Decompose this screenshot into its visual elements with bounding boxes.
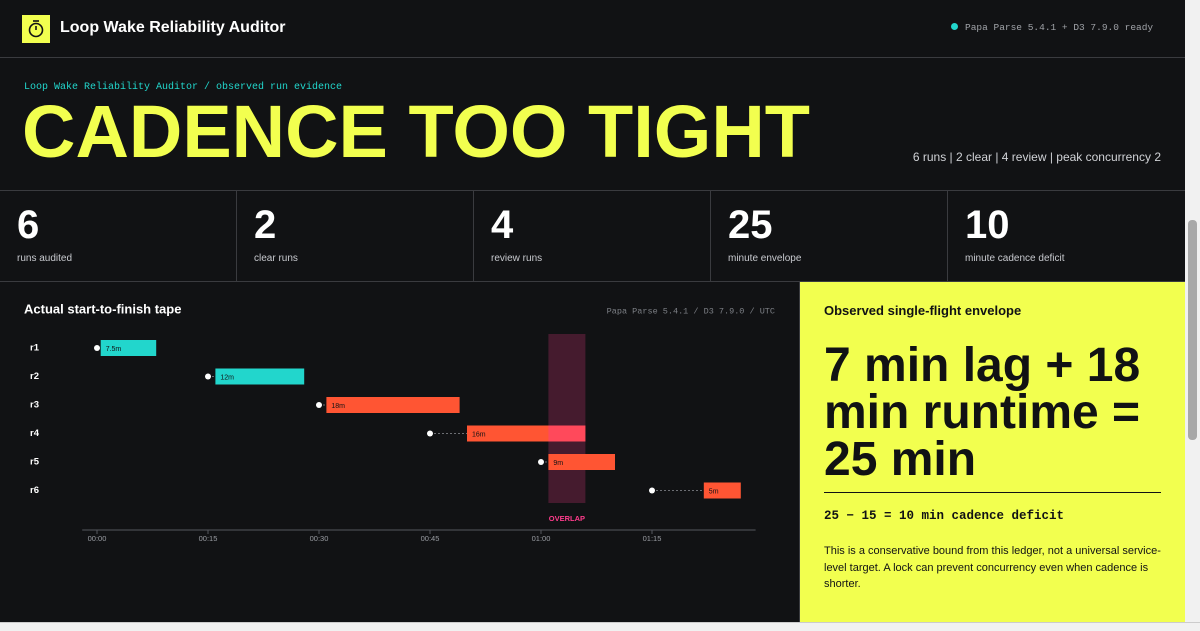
run-bar [467, 425, 586, 442]
row-label: r3 [30, 400, 39, 411]
stat-label: runs audited [17, 253, 73, 264]
scheduled-dot [649, 487, 655, 494]
x-tick-label: 00:15 [199, 534, 218, 543]
row-label: r1 [30, 343, 40, 354]
overlap-tint [548, 425, 586, 442]
chart-source: Papa Parse 5.4.1 / D3 7.9.0 / UTC [607, 306, 775, 316]
headline: CADENCE TOO TIGHT [22, 90, 810, 173]
row-label: r6 [30, 485, 39, 496]
stats-row: 6 runs audited 2 clear runs 4 review runs 25 mi… [0, 191, 1185, 282]
duration-label: 12m [220, 374, 234, 381]
stat-card: 25 minute envelope [711, 191, 948, 281]
stat-num: 4 [491, 203, 514, 247]
scheduled-dot [316, 402, 322, 408]
stat-card: 2 clear runs [237, 191, 474, 281]
header: Loop Wake Reliability Auditor Papa Parse… [0, 0, 1185, 58]
summary: 6 runs | 2 clear | 4 review | peak concu… [912, 150, 1161, 164]
timeline-chart: Actual start-to-finish tape Papa Parse 5… [24, 282, 800, 622]
scrollbar-horizontal[interactable] [0, 622, 1200, 631]
duration-label: 7.5m [106, 346, 122, 353]
row-label: r4 [30, 428, 40, 439]
x-tick-label: 00:45 [421, 534, 440, 543]
scrollbar-thumb[interactable] [1188, 220, 1197, 440]
scheduled-dot [427, 430, 433, 437]
envelope-deficit: 25 − 15 = 10 min cadence deficit [824, 509, 1065, 523]
duration-label: 5m [709, 488, 719, 495]
x-tick-label: 01:15 [643, 534, 662, 543]
stat-label: review runs [491, 253, 543, 264]
status-text: Papa Parse 5.4.1 + D3 7.9.0 ready [965, 22, 1154, 33]
run-bar [215, 368, 305, 385]
scheduled-dot [94, 345, 100, 351]
stat-card: 10 minute cadence deficit [948, 191, 1185, 281]
run-bar [548, 454, 615, 470]
duration-label: 18m [331, 403, 345, 410]
envelope-equation: 7 min lag + 18 min runtime = 25 min [824, 339, 1141, 486]
run-bar [326, 397, 460, 413]
stat-label: minute cadence deficit [965, 253, 1065, 264]
envelope-note: This is a conservative bound from this l… [824, 545, 1161, 590]
hero: Loop Wake Reliability Auditor / observed… [0, 58, 1185, 191]
duration-label: 9m [553, 460, 563, 467]
status-dot [951, 23, 958, 30]
icon-glyph [28, 20, 44, 38]
divider [824, 492, 1161, 493]
x-tick-label: 01:00 [532, 534, 551, 543]
envelope-title: Observed single-flight envelope [824, 303, 1022, 318]
app-title: Loop Wake Reliability Auditor [60, 19, 286, 36]
duration-label: 16m [472, 431, 486, 438]
chart-title: Actual start-to-finish tape [24, 301, 181, 316]
stat-num: 10 [965, 203, 1010, 247]
breadcrumb: Loop Wake Reliability Auditor / observed… [24, 82, 343, 93]
envelope-panel: Observed single-flight envelope 7 min la… [800, 282, 1185, 622]
overlap-label: OVERLAP [549, 514, 585, 523]
stat-num: 25 [728, 203, 773, 247]
row-label: r2 [30, 371, 39, 382]
scheduled-dot [205, 373, 211, 380]
run-bar [100, 340, 157, 356]
stat-card: 6 runs audited [0, 191, 237, 281]
x-tick-label: 00:30 [310, 534, 329, 543]
stat-num: 6 [17, 203, 40, 247]
stat-num: 2 [254, 203, 277, 247]
x-tick-label: 00:00 [88, 534, 107, 543]
stat-label: clear runs [254, 253, 298, 264]
app-icon [22, 15, 50, 43]
run-bar [703, 482, 741, 499]
stat-label: minute envelope [728, 253, 802, 264]
overlap-band [548, 334, 586, 503]
stat-card: 4 review runs [474, 191, 711, 281]
row-label: r5 [30, 457, 40, 468]
scheduled-dot [538, 459, 544, 465]
